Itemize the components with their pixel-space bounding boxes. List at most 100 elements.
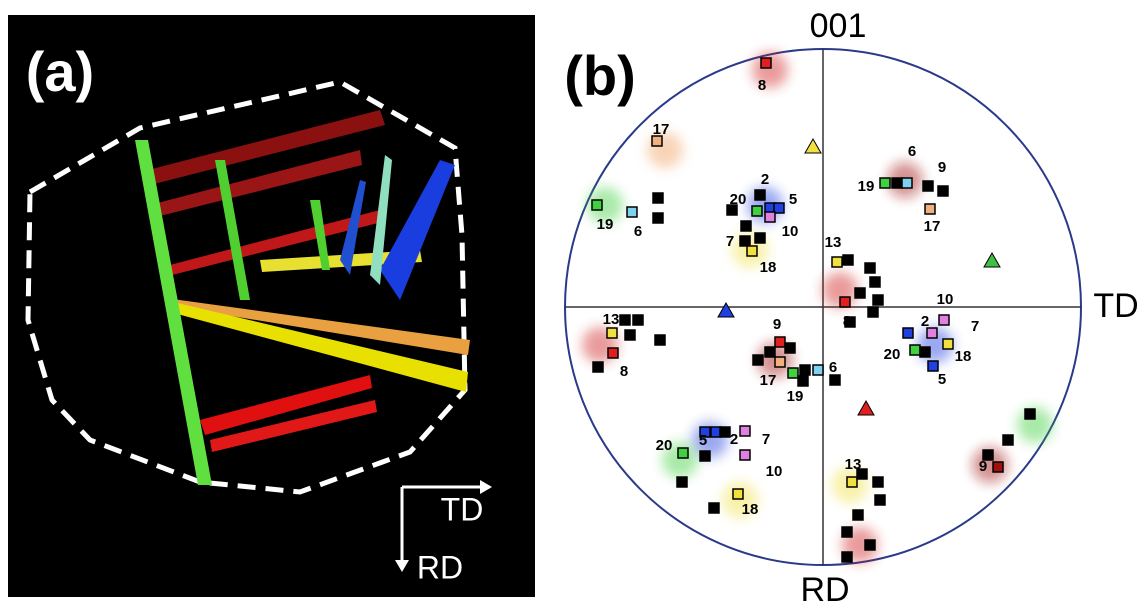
pole-marker	[633, 315, 643, 325]
variant-label: 5	[699, 432, 707, 449]
variant-label: 17	[924, 218, 941, 235]
pole-marker	[753, 355, 763, 365]
pole-marker	[709, 503, 719, 513]
pole-marker	[855, 288, 865, 298]
pole-marker	[943, 339, 953, 349]
panel-a: (a) TD RD	[8, 15, 535, 597]
variant-label: 7	[762, 431, 770, 448]
pole-marker	[755, 190, 765, 200]
pole-marker	[865, 263, 875, 273]
axis-label: RD	[800, 571, 849, 609]
variant-label: 6	[908, 143, 916, 160]
pole-marker	[752, 206, 762, 216]
pole-marker	[873, 295, 883, 305]
pole-marker	[740, 236, 750, 246]
pole-marker	[873, 477, 883, 487]
variant-label: 20	[730, 191, 747, 208]
body: (a) TD RD (b) 001 TD RD 8 17 19 6 2 20 5 7 10 13 1…	[0, 0, 1148, 612]
page: {"panel_a":{"label":"(a)","axes":{"horiz…	[0, 0, 1148, 612]
pole-marker	[875, 495, 885, 505]
variant-label: 20	[884, 346, 901, 363]
pole-marker	[865, 540, 875, 550]
pole-marker	[813, 365, 823, 375]
pole-marker	[655, 335, 665, 345]
variant-label: 7	[726, 233, 734, 250]
variant-label: 9	[979, 458, 987, 475]
variant-label: 18	[760, 259, 777, 276]
pole-marker	[785, 343, 795, 353]
pole-marker	[607, 328, 617, 338]
pole-marker	[1025, 409, 1035, 419]
pole-marker	[903, 328, 913, 338]
variant-label: 9	[773, 316, 781, 333]
axis-label: TD	[441, 491, 484, 527]
pole-marker	[747, 246, 757, 256]
variant-label: 5	[789, 191, 797, 208]
variant-label: 10	[937, 291, 954, 308]
variant-label: 13	[603, 311, 620, 328]
pole-marker	[870, 277, 880, 287]
pole-marker	[775, 357, 785, 367]
pole-marker	[761, 58, 771, 68]
variant-label: 6	[829, 359, 837, 376]
pole-marker	[775, 337, 785, 347]
pole-marker	[1003, 435, 1013, 445]
pole-marker	[892, 178, 902, 188]
pole-marker	[800, 365, 810, 375]
variant-label: 18	[742, 501, 759, 518]
variant-label: 18	[955, 348, 972, 365]
pole-marker	[798, 376, 808, 386]
variant-label: 5	[938, 371, 946, 388]
pole-marker	[608, 348, 618, 358]
pole-marker	[653, 213, 663, 223]
pole-marker	[868, 307, 878, 317]
variant-label: 2	[730, 431, 738, 448]
variant-label: 2	[761, 171, 769, 188]
pole-marker	[678, 448, 688, 458]
panel-label: (b)	[564, 44, 636, 107]
pole-marker	[741, 221, 751, 231]
variant-label: 9	[938, 159, 946, 176]
pole-marker	[740, 426, 750, 436]
pole-label: 001	[810, 7, 867, 45]
pole-marker	[840, 297, 850, 307]
variant-label: 19	[787, 388, 804, 405]
variant-label: 8	[620, 363, 628, 380]
pole-marker	[853, 510, 863, 520]
axis-label: RD	[417, 549, 463, 585]
pole-marker	[923, 181, 933, 191]
variant-label: 10	[766, 463, 783, 480]
variant-label: 10	[782, 223, 799, 240]
variant-label: 2	[921, 313, 929, 330]
variant-label: 13	[825, 234, 842, 251]
pole-marker	[625, 330, 635, 340]
variant-label: 6	[634, 223, 642, 240]
pole-marker	[627, 207, 637, 217]
variant-label: 8	[843, 313, 851, 330]
pole-marker	[902, 178, 912, 188]
panel-b: (b) 001 TD RD 8 17 19 6 2 20 5 7 10 13 18 6 9 19 17 8 10…	[564, 7, 1138, 609]
pole-marker	[843, 255, 853, 265]
pole-marker	[993, 462, 1003, 472]
pole-marker	[653, 193, 663, 203]
pole-marker	[720, 427, 730, 437]
pole-marker	[765, 347, 775, 357]
pole-marker	[842, 527, 852, 537]
pole-marker	[788, 368, 798, 378]
pole-marker	[847, 477, 857, 487]
variant-label: 13	[845, 456, 862, 473]
variant-label: 20	[656, 437, 673, 454]
pole-marker	[592, 200, 602, 210]
variant-label: 17	[653, 121, 670, 138]
variant-label: 7	[971, 318, 979, 335]
pole-marker	[830, 375, 840, 385]
pole-marker	[920, 347, 930, 357]
variant-label: 8	[758, 77, 766, 94]
axis-label: TD	[1093, 287, 1138, 325]
pole-marker	[700, 451, 710, 461]
pole-marker	[880, 178, 890, 188]
pole-marker	[938, 186, 948, 196]
variant-label: 19	[858, 178, 875, 195]
pole-marker	[832, 257, 842, 267]
variant-label: 17	[760, 372, 777, 389]
